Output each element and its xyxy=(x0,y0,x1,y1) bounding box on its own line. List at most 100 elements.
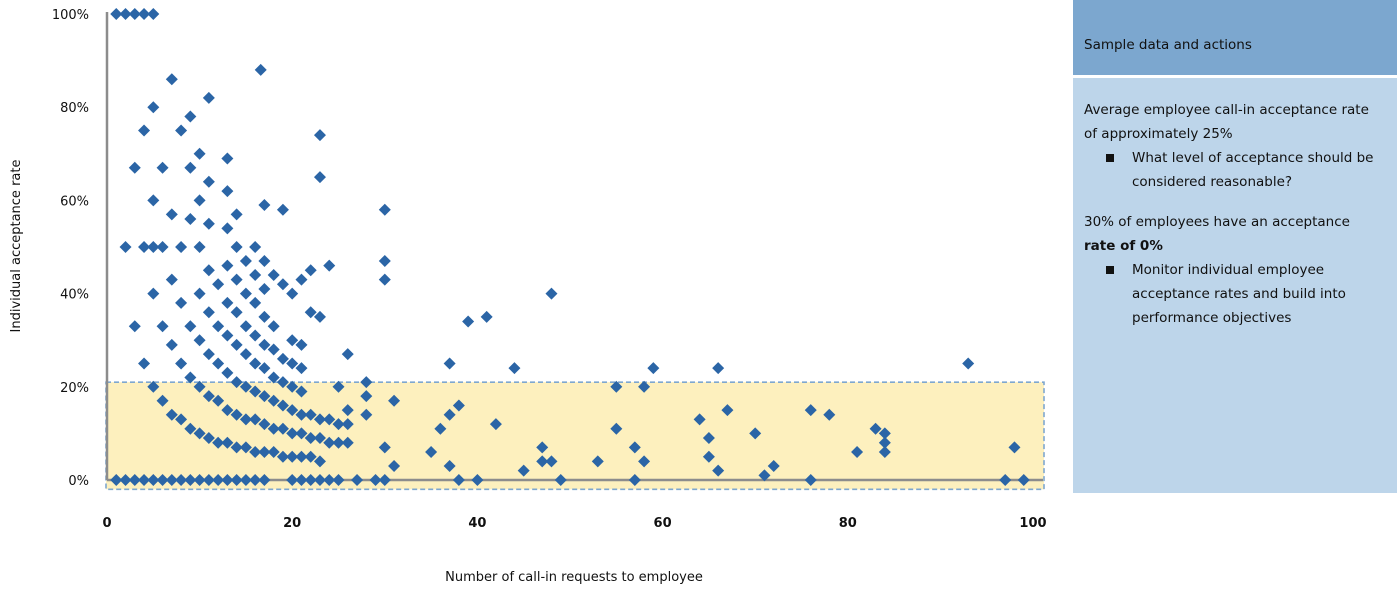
data-point xyxy=(175,474,188,486)
data-point xyxy=(313,129,326,142)
scatter-chart: 0% 20% 40% 60% 80% 100% 0 20 40 60 80 100 Number of … xyxy=(9,8,1047,585)
data-point xyxy=(369,474,382,486)
data-point xyxy=(638,380,651,393)
data-point xyxy=(119,474,132,486)
data-point xyxy=(434,422,447,435)
x-tick-label: 100 xyxy=(1019,516,1046,531)
data-point xyxy=(295,474,308,486)
data-point xyxy=(212,394,225,407)
data-point xyxy=(869,422,882,435)
data-point xyxy=(443,357,456,370)
action-item: What level of acceptance should be consi… xyxy=(1084,146,1385,194)
action-list-1: What level of acceptance should be consi… xyxy=(1084,146,1385,194)
data-point xyxy=(388,460,401,473)
data-point xyxy=(193,334,206,347)
data-point xyxy=(823,408,836,421)
data-point xyxy=(212,436,225,449)
data-point xyxy=(165,474,178,486)
data-point xyxy=(304,474,317,486)
data-point xyxy=(138,124,151,137)
data-point xyxy=(295,362,308,375)
data-point xyxy=(175,357,188,370)
data-point xyxy=(230,241,243,253)
x-tick-label: 60 xyxy=(654,516,672,531)
data-point xyxy=(156,474,169,486)
data-point xyxy=(1017,474,1030,486)
data-point xyxy=(138,474,151,486)
data-point xyxy=(258,390,271,403)
data-point xyxy=(638,455,651,468)
data-point xyxy=(721,404,734,417)
finding-zero-acceptance: 30% of employees have an acceptance rate… xyxy=(1084,210,1385,258)
data-point xyxy=(147,194,160,207)
data-point xyxy=(110,474,123,486)
data-point xyxy=(147,380,160,393)
panel-header: Sample data and actions xyxy=(1073,0,1397,75)
data-point xyxy=(360,390,373,403)
data-point xyxy=(212,278,225,291)
data-point xyxy=(249,385,262,398)
data-point xyxy=(175,296,188,309)
data-point xyxy=(165,408,178,421)
data-point xyxy=(804,404,817,417)
data-point xyxy=(702,450,715,463)
data-point xyxy=(239,254,252,267)
panel-body: Average employee call-in acceptance rate… xyxy=(1073,78,1397,493)
data-point xyxy=(628,441,641,454)
data-point xyxy=(313,171,326,184)
data-point xyxy=(249,241,262,253)
data-point xyxy=(286,404,299,417)
data-point xyxy=(119,241,132,253)
data-point xyxy=(184,320,197,333)
data-point xyxy=(295,385,308,398)
data-point xyxy=(193,241,206,253)
bullet-square-icon xyxy=(1106,154,1114,162)
data-point xyxy=(230,474,243,486)
x-tick-label: 80 xyxy=(839,516,857,531)
data-point xyxy=(165,73,178,86)
data-point xyxy=(221,329,234,342)
data-point xyxy=(295,450,308,463)
data-point xyxy=(258,362,271,375)
data-point xyxy=(202,264,215,277)
data-point xyxy=(212,320,225,333)
data-point xyxy=(202,474,215,486)
data-point xyxy=(749,427,762,440)
data-point xyxy=(332,418,345,431)
data-point xyxy=(254,63,267,76)
data-point xyxy=(452,474,465,486)
data-point xyxy=(591,455,604,468)
data-point xyxy=(276,376,289,389)
data-point xyxy=(184,110,197,123)
data-point xyxy=(554,474,567,486)
data-point xyxy=(147,8,160,20)
data-point xyxy=(304,264,317,277)
data-point xyxy=(239,441,252,454)
data-point xyxy=(323,436,336,449)
data-point xyxy=(249,446,262,459)
data-point xyxy=(221,259,234,272)
data-point xyxy=(119,8,132,20)
data-point xyxy=(147,287,160,300)
data-point xyxy=(313,455,326,468)
data-point xyxy=(128,161,141,174)
data-point xyxy=(202,432,215,445)
data-point xyxy=(276,278,289,291)
action-item: Monitor individual employee acceptance r… xyxy=(1084,258,1385,330)
data-point xyxy=(610,380,623,393)
data-point xyxy=(480,310,493,323)
data-point xyxy=(758,469,771,482)
data-point xyxy=(249,268,262,281)
data-point xyxy=(851,446,864,459)
data-point xyxy=(221,296,234,309)
data-point xyxy=(332,474,345,486)
data-point xyxy=(184,422,197,435)
data-point xyxy=(258,282,271,295)
data-point xyxy=(249,296,262,309)
data-point xyxy=(239,348,252,361)
data-point xyxy=(258,474,271,486)
data-point xyxy=(221,436,234,449)
data-point xyxy=(304,408,317,421)
data-point xyxy=(165,208,178,221)
data-point xyxy=(545,287,558,300)
